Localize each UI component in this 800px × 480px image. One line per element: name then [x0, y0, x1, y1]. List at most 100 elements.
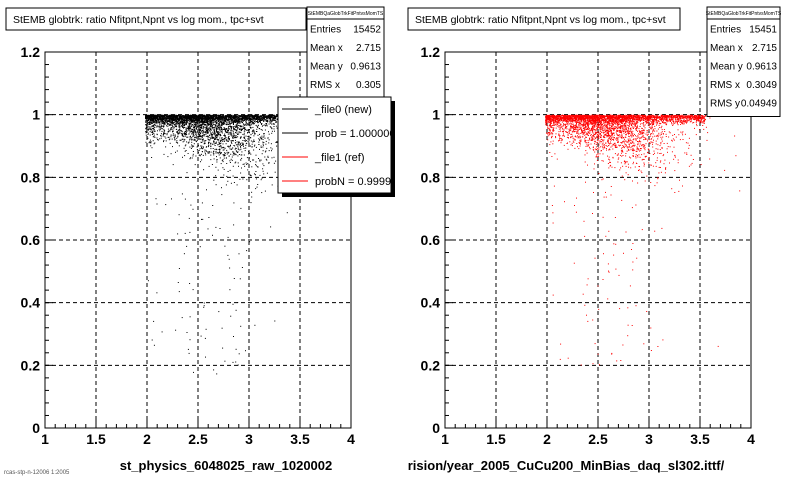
scatter-point — [607, 130, 609, 132]
scatter-point — [161, 128, 163, 130]
scatter-point — [201, 130, 203, 132]
scatter-point — [155, 116, 157, 118]
scatter-point — [204, 124, 205, 126]
scatter-point — [241, 151, 243, 153]
scatter-point — [235, 119, 237, 121]
scatter-point — [604, 137, 606, 139]
scatter-point — [161, 130, 163, 132]
scatter-point — [227, 145, 229, 147]
scatter-point — [150, 128, 152, 130]
scatter-point — [156, 115, 158, 117]
scatter-point — [151, 122, 153, 124]
scatter-point — [211, 115, 213, 117]
scatter-point — [600, 129, 602, 131]
scatter-point — [191, 121, 193, 123]
scatter-point — [214, 137, 216, 139]
scatter-point — [231, 135, 233, 137]
scatter-point — [222, 138, 224, 140]
scatter-point — [145, 131, 147, 132]
scatter-point — [205, 119, 207, 121]
scatter-point — [247, 116, 249, 118]
scatter-point — [237, 162, 239, 164]
scatter-point — [151, 147, 153, 149]
scatter-point — [247, 118, 249, 120]
scatter-point — [261, 123, 263, 124]
scatter-point — [188, 116, 189, 118]
scatter-point — [159, 128, 161, 130]
scatter-point — [235, 120, 237, 122]
scatter-point — [196, 119, 198, 121]
scatter-point — [228, 133, 230, 135]
scatter-point — [243, 136, 245, 138]
scatter-point — [250, 119, 252, 120]
scatter-point — [249, 123, 251, 125]
scatter-point — [163, 123, 165, 125]
scatter-point — [234, 119, 236, 121]
scatter-point — [188, 120, 190, 121]
scatter-point — [214, 145, 216, 146]
scatter-point — [194, 130, 196, 132]
scatter-point — [674, 170, 676, 172]
scatter-point — [175, 151, 176, 153]
scatter-point — [649, 115, 651, 117]
scatter-point — [173, 123, 175, 125]
scatter-point — [167, 116, 169, 117]
scatter-point — [232, 165, 234, 167]
scatter-point — [176, 115, 178, 117]
scatter-point — [223, 115, 225, 117]
scatter-point — [173, 133, 175, 135]
scatter-point — [238, 114, 239, 116]
scatter-point — [202, 123, 203, 125]
scatter-point — [197, 126, 199, 128]
scatter-point — [240, 118, 242, 120]
scatter-point — [199, 134, 201, 136]
scatter-point — [252, 126, 254, 128]
scatter-point — [188, 123, 190, 125]
scatter-point — [206, 131, 208, 132]
scatter-point — [218, 145, 220, 147]
scatter-point — [230, 140, 232, 142]
scatter-point — [261, 120, 262, 121]
scatter-point — [213, 130, 215, 132]
scatter-point — [580, 127, 582, 129]
scatter-point — [274, 171, 276, 173]
scatter-point — [235, 135, 237, 137]
scatter-point — [247, 130, 249, 132]
scatter-point — [162, 122, 164, 124]
scatter-point — [146, 124, 148, 126]
scatter-point — [272, 119, 274, 121]
scatter-point — [652, 165, 654, 167]
scatter-point — [211, 120, 213, 122]
scatter-point — [199, 138, 201, 140]
scatter-point — [250, 122, 252, 124]
scatter-point — [240, 159, 242, 161]
scatter-point — [149, 122, 151, 124]
scatter-point — [146, 118, 148, 120]
scatter-point — [571, 142, 573, 144]
scatter-point — [215, 131, 217, 133]
scatter-point — [214, 142, 216, 144]
scatter-point — [657, 134, 659, 136]
scatter-point — [177, 233, 179, 235]
scatter-point — [225, 124, 227, 125]
scatter-point — [159, 138, 161, 140]
scatter-point — [661, 120, 663, 122]
scatter-point — [240, 132, 242, 134]
scatter-point — [164, 123, 165, 124]
scatter-point — [596, 156, 598, 158]
scatter-point — [666, 148, 668, 150]
scatter-point — [194, 132, 196, 134]
scatter-point — [222, 122, 224, 124]
scatter-point — [239, 137, 241, 139]
scatter-point — [247, 115, 248, 117]
scatter-point — [267, 114, 269, 116]
scatter-point — [175, 329, 177, 331]
scatter-point — [257, 134, 259, 136]
scatter-point — [179, 116, 181, 118]
scatter-point — [242, 119, 244, 121]
scatter-point — [248, 123, 249, 125]
scatter-point — [253, 139, 255, 141]
scatter-point — [216, 117, 218, 119]
scatter-point — [179, 130, 181, 132]
scatter-point — [172, 117, 174, 119]
